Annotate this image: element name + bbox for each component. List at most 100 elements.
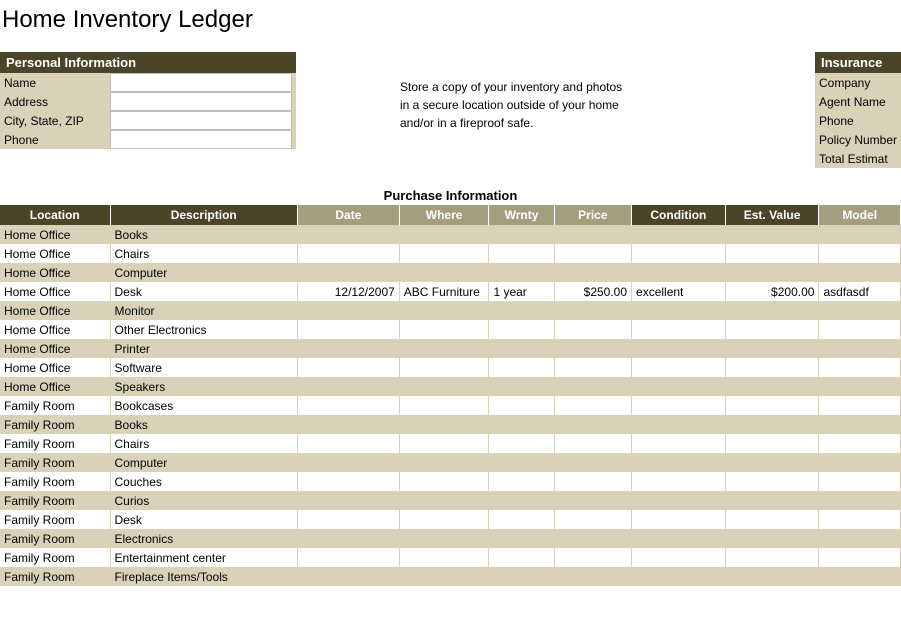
cell-condition[interactable]: [632, 377, 726, 396]
cell-price[interactable]: [554, 548, 631, 567]
cell-where[interactable]: [399, 320, 489, 339]
cell-price[interactable]: [554, 434, 631, 453]
cell-estvalue[interactable]: $200.00: [725, 282, 819, 301]
cell-description[interactable]: Computer: [110, 453, 297, 472]
cell-estvalue[interactable]: [725, 339, 819, 358]
cell-date[interactable]: [297, 320, 399, 339]
cell-wrnty[interactable]: [489, 453, 554, 472]
cell-model[interactable]: [819, 548, 901, 567]
cell-description[interactable]: Entertainment center: [110, 548, 297, 567]
cell-location[interactable]: Family Room: [0, 529, 110, 548]
cell-estvalue[interactable]: [725, 377, 819, 396]
cell-description[interactable]: Monitor: [110, 301, 297, 320]
cell-price[interactable]: [554, 453, 631, 472]
cell-date[interactable]: [297, 377, 399, 396]
cell-date[interactable]: [297, 244, 399, 263]
table-row[interactable]: Family RoomCouches: [0, 472, 901, 491]
table-row[interactable]: Family RoomDesk: [0, 510, 901, 529]
cell-date[interactable]: 12/12/2007: [297, 282, 399, 301]
cell-date[interactable]: [297, 529, 399, 548]
cell-estvalue[interactable]: [725, 548, 819, 567]
cell-condition[interactable]: [632, 548, 726, 567]
cell-where[interactable]: [399, 453, 489, 472]
table-row[interactable]: Family RoomComputer: [0, 453, 901, 472]
cell-wrnty[interactable]: [489, 320, 554, 339]
cell-location[interactable]: Home Office: [0, 377, 110, 396]
cell-estvalue[interactable]: [725, 529, 819, 548]
cell-where[interactable]: [399, 263, 489, 282]
cell-description[interactable]: Books: [110, 415, 297, 434]
cell-date[interactable]: [297, 358, 399, 377]
cell-description[interactable]: Speakers: [110, 377, 297, 396]
cell-model[interactable]: [819, 358, 901, 377]
cell-price[interactable]: [554, 320, 631, 339]
cell-where[interactable]: ABC Furniture: [399, 282, 489, 301]
input-address[interactable]: [110, 92, 292, 111]
cell-description[interactable]: Fireplace Items/Tools: [110, 567, 297, 586]
cell-description[interactable]: Chairs: [110, 244, 297, 263]
cell-estvalue[interactable]: [725, 415, 819, 434]
cell-model[interactable]: [819, 263, 901, 282]
cell-location[interactable]: Family Room: [0, 415, 110, 434]
cell-where[interactable]: [399, 510, 489, 529]
cell-estvalue[interactable]: [725, 434, 819, 453]
cell-date[interactable]: [297, 396, 399, 415]
cell-condition[interactable]: [632, 567, 726, 586]
table-row[interactable]: Family RoomBooks: [0, 415, 901, 434]
cell-condition[interactable]: [632, 396, 726, 415]
cell-where[interactable]: [399, 434, 489, 453]
cell-location[interactable]: Home Office: [0, 225, 110, 244]
cell-location[interactable]: Home Office: [0, 244, 110, 263]
cell-where[interactable]: [399, 529, 489, 548]
cell-estvalue[interactable]: [725, 301, 819, 320]
table-row[interactable]: Home OfficeBooks: [0, 225, 901, 244]
cell-where[interactable]: [399, 472, 489, 491]
table-row[interactable]: Home OfficeChairs: [0, 244, 901, 263]
cell-wrnty[interactable]: [489, 491, 554, 510]
cell-condition[interactable]: [632, 415, 726, 434]
cell-date[interactable]: [297, 225, 399, 244]
cell-condition[interactable]: excellent: [632, 282, 726, 301]
input-phone[interactable]: [110, 130, 292, 149]
cell-estvalue[interactable]: [725, 244, 819, 263]
cell-date[interactable]: [297, 434, 399, 453]
input-name[interactable]: [110, 73, 292, 92]
cell-model[interactable]: asdfasdf: [819, 282, 901, 301]
cell-model[interactable]: [819, 377, 901, 396]
cell-model[interactable]: [819, 415, 901, 434]
cell-location[interactable]: Home Office: [0, 282, 110, 301]
cell-model[interactable]: [819, 225, 901, 244]
cell-price[interactable]: [554, 339, 631, 358]
cell-condition[interactable]: [632, 339, 726, 358]
table-row[interactable]: Home OfficePrinter: [0, 339, 901, 358]
table-row[interactable]: Home OfficeSoftware: [0, 358, 901, 377]
cell-estvalue[interactable]: [725, 567, 819, 586]
cell-where[interactable]: [399, 358, 489, 377]
table-row[interactable]: Family RoomBookcases: [0, 396, 901, 415]
cell-description[interactable]: Desk: [110, 510, 297, 529]
cell-condition[interactable]: [632, 225, 726, 244]
cell-estvalue[interactable]: [725, 263, 819, 282]
cell-model[interactable]: [819, 472, 901, 491]
cell-location[interactable]: Home Office: [0, 301, 110, 320]
table-row[interactable]: Home OfficeDesk12/12/2007ABC Furniture1 …: [0, 282, 901, 301]
cell-wrnty[interactable]: [489, 358, 554, 377]
cell-location[interactable]: Family Room: [0, 567, 110, 586]
cell-condition[interactable]: [632, 491, 726, 510]
cell-estvalue[interactable]: [725, 225, 819, 244]
cell-wrnty[interactable]: [489, 377, 554, 396]
table-row[interactable]: Home OfficeOther Electronics: [0, 320, 901, 339]
cell-wrnty[interactable]: [489, 301, 554, 320]
cell-date[interactable]: [297, 301, 399, 320]
table-row[interactable]: Home OfficeMonitor: [0, 301, 901, 320]
cell-where[interactable]: [399, 491, 489, 510]
cell-wrnty[interactable]: [489, 225, 554, 244]
cell-description[interactable]: Curios: [110, 491, 297, 510]
cell-condition[interactable]: [632, 320, 726, 339]
cell-condition[interactable]: [632, 472, 726, 491]
cell-location[interactable]: Family Room: [0, 434, 110, 453]
cell-description[interactable]: Desk: [110, 282, 297, 301]
cell-model[interactable]: [819, 339, 901, 358]
cell-wrnty[interactable]: [489, 434, 554, 453]
cell-description[interactable]: Computer: [110, 263, 297, 282]
